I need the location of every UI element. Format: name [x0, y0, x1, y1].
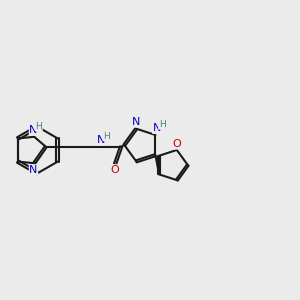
Text: O: O	[172, 139, 181, 149]
Text: N: N	[29, 125, 38, 135]
Text: N: N	[131, 117, 140, 127]
Text: N: N	[153, 123, 161, 133]
Text: N: N	[97, 135, 105, 145]
Text: H: H	[159, 120, 165, 129]
Text: H: H	[103, 132, 110, 141]
Text: N: N	[29, 165, 38, 175]
Text: O: O	[110, 165, 119, 175]
Text: H: H	[35, 122, 42, 131]
